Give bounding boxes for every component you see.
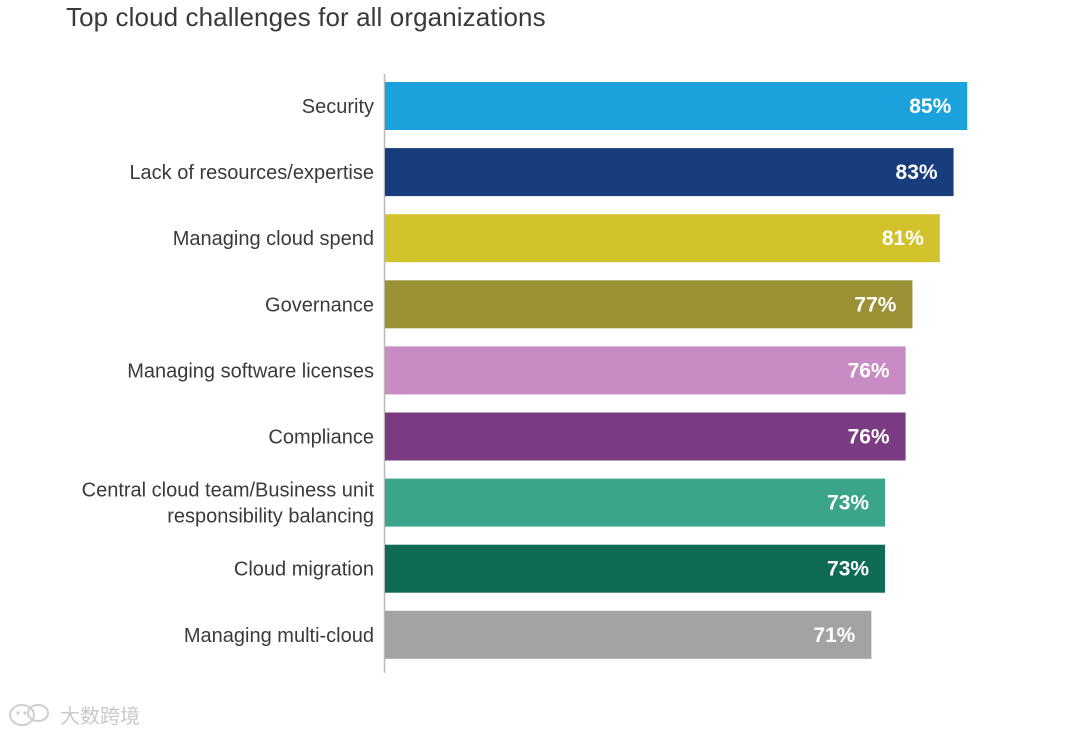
bar-5 xyxy=(385,346,906,395)
bar-9 xyxy=(385,610,872,659)
category-label-9: Managing multi-cloud xyxy=(184,625,374,647)
chart-title: Top cloud challenges for all organizatio… xyxy=(66,2,546,32)
value-label-9: 71% xyxy=(813,624,855,647)
wechat-logo-icon xyxy=(9,703,49,726)
watermark-text: 大数跨境 xyxy=(60,704,140,728)
category-label-8: Cloud migration xyxy=(234,559,374,581)
bar-6 xyxy=(385,412,906,461)
bar-1 xyxy=(385,82,968,130)
category-label-4: Governance xyxy=(265,294,374,316)
watermark: 大数跨境 xyxy=(8,700,140,729)
category-label-6: Compliance xyxy=(268,427,374,449)
value-label-4: 77% xyxy=(854,293,896,316)
category-label-1: Security xyxy=(302,96,374,118)
bar-3 xyxy=(385,214,940,263)
category-label-5: Managing software licenses xyxy=(127,360,374,382)
bar-7 xyxy=(385,478,886,527)
value-label-8: 73% xyxy=(827,558,869,581)
bar-4 xyxy=(385,280,913,329)
value-label-3: 81% xyxy=(882,227,924,250)
category-label-7: Central cloud team/Business unit responsi… xyxy=(82,480,375,528)
category-label-2: Lack of resources/expertise xyxy=(129,162,374,184)
value-label-7: 73% xyxy=(827,492,869,515)
value-label-5: 76% xyxy=(848,359,890,382)
value-label-1: 85% xyxy=(909,95,951,118)
category-label-3: Managing cloud spend xyxy=(173,228,374,250)
bar-2 xyxy=(385,148,954,197)
value-label-2: 83% xyxy=(896,161,938,184)
value-label-6: 76% xyxy=(848,426,890,449)
bar-8 xyxy=(385,544,886,593)
